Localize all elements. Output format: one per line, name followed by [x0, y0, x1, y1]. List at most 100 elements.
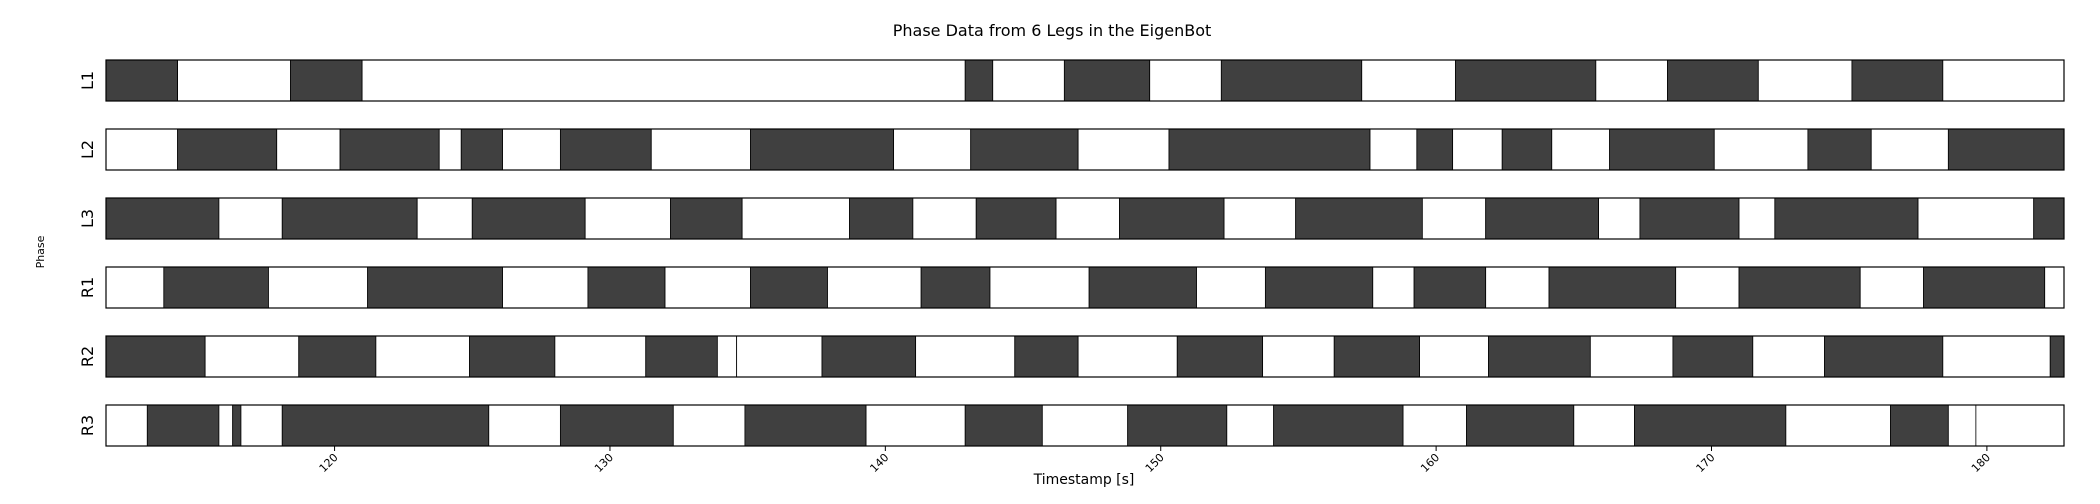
swing-segment	[105, 128, 178, 171]
swing-segment	[912, 197, 977, 240]
stance-segment	[1063, 59, 1151, 102]
stance-segment	[1890, 404, 1949, 447]
swing-segment	[204, 335, 300, 378]
stance-segment	[920, 266, 991, 309]
y-axis-label: Phase	[34, 235, 47, 268]
stance-segment	[469, 335, 556, 378]
stance-segment	[645, 335, 718, 378]
swing-segment	[1942, 335, 2051, 378]
leg-label: L3	[78, 209, 97, 228]
swing-segment	[1361, 59, 1456, 102]
swing-segment	[741, 197, 850, 240]
swing-segment	[1573, 404, 1635, 447]
leg-panel-r3: R3	[78, 404, 2065, 447]
swing-segment	[1223, 197, 1297, 240]
leg-label: R2	[78, 346, 97, 367]
swing-segment	[915, 335, 1016, 378]
stance-segment	[1333, 335, 1420, 378]
swing-segment	[1598, 197, 1641, 240]
stance-segment	[750, 128, 895, 171]
stance-segment	[1485, 197, 1599, 240]
stance-segment	[744, 404, 867, 447]
stance-segment	[146, 404, 220, 447]
swing-segment	[1870, 128, 1949, 171]
x-tick-label: 150	[1143, 451, 1167, 475]
stance-segment	[1295, 197, 1423, 240]
swing-segment	[736, 335, 823, 378]
swing-segment	[268, 266, 369, 309]
stance-segment	[281, 197, 418, 240]
chart-title: Phase Data from 6 Legs in the EigenBot	[893, 21, 1212, 40]
swing-segment	[1077, 335, 1178, 378]
stance-segment	[1639, 197, 1740, 240]
stance-segment	[1264, 266, 1374, 309]
stance-segment	[1127, 404, 1228, 447]
stance-segment	[1851, 59, 1944, 102]
swing-segment	[554, 335, 647, 378]
x-tick-label: 130	[592, 451, 616, 475]
stance-segment	[290, 59, 363, 102]
swing-segment	[1713, 128, 1809, 171]
swing-segment	[1589, 335, 1674, 378]
swing-segment	[218, 404, 234, 447]
swing-segment	[502, 128, 561, 171]
stance-segment	[298, 335, 377, 378]
stance-segment	[1273, 404, 1404, 447]
panel-frame	[105, 404, 2065, 447]
stance-segment	[281, 404, 490, 447]
swing-segment	[1226, 404, 1275, 447]
stance-segment	[105, 197, 220, 240]
stance-segment	[1672, 335, 1754, 378]
stance-segment	[460, 128, 503, 171]
swing-segment	[716, 335, 738, 378]
swing-segment	[1595, 59, 1668, 102]
leg-label: L1	[78, 71, 97, 90]
stance-segment	[1220, 59, 1363, 102]
swing-segment	[1055, 197, 1120, 240]
swing-segment	[1421, 197, 1487, 240]
stance-segment	[1774, 197, 1919, 240]
leg-label: R3	[78, 415, 97, 436]
swing-segment	[1942, 59, 2065, 102]
stance-segment	[105, 335, 206, 378]
stance-segment	[1501, 128, 1553, 171]
swing-segment	[1917, 197, 2035, 240]
stance-segment	[1168, 128, 1371, 171]
swing-segment	[177, 59, 291, 102]
stance-segment	[1667, 59, 1759, 102]
swing-segment	[1402, 404, 1467, 447]
stance-segment	[2033, 197, 2065, 240]
stance-segment	[821, 335, 917, 378]
panel-frame	[105, 335, 2065, 378]
stance-segment	[964, 404, 1043, 447]
stance-segment	[1634, 404, 1787, 447]
swing-segment	[438, 128, 462, 171]
x-axis-ticks: 120 130 140 150 160 170 180	[317, 446, 1993, 475]
leg-panel-l1: L1	[78, 59, 2065, 102]
stance-segment	[471, 197, 586, 240]
stance-segment	[1738, 266, 1861, 309]
leg-label: L2	[78, 140, 97, 159]
swing-segment	[650, 128, 751, 171]
swing-segment	[375, 335, 470, 378]
stance-segment	[1548, 266, 1677, 309]
stance-segment	[1119, 197, 1225, 240]
stance-segment	[339, 128, 440, 171]
stance-segment	[1014, 335, 1079, 378]
stance-segment	[975, 197, 1057, 240]
panel-frame	[105, 197, 2065, 240]
stance-segment	[964, 59, 994, 102]
swing-segment	[105, 266, 165, 309]
swing-segment	[1551, 128, 1611, 171]
stance-segment	[587, 266, 666, 309]
swing-segment	[1041, 404, 1129, 447]
swing-segment	[1452, 128, 1503, 171]
stance-segment	[1466, 404, 1575, 447]
swing-segment	[584, 197, 671, 240]
x-tick-label: 180	[1969, 451, 1993, 475]
stance-segment	[1416, 128, 1454, 171]
stance-segment	[105, 59, 178, 102]
stance-segment	[970, 128, 1079, 171]
leg-panel-l2: L2	[78, 128, 2065, 171]
